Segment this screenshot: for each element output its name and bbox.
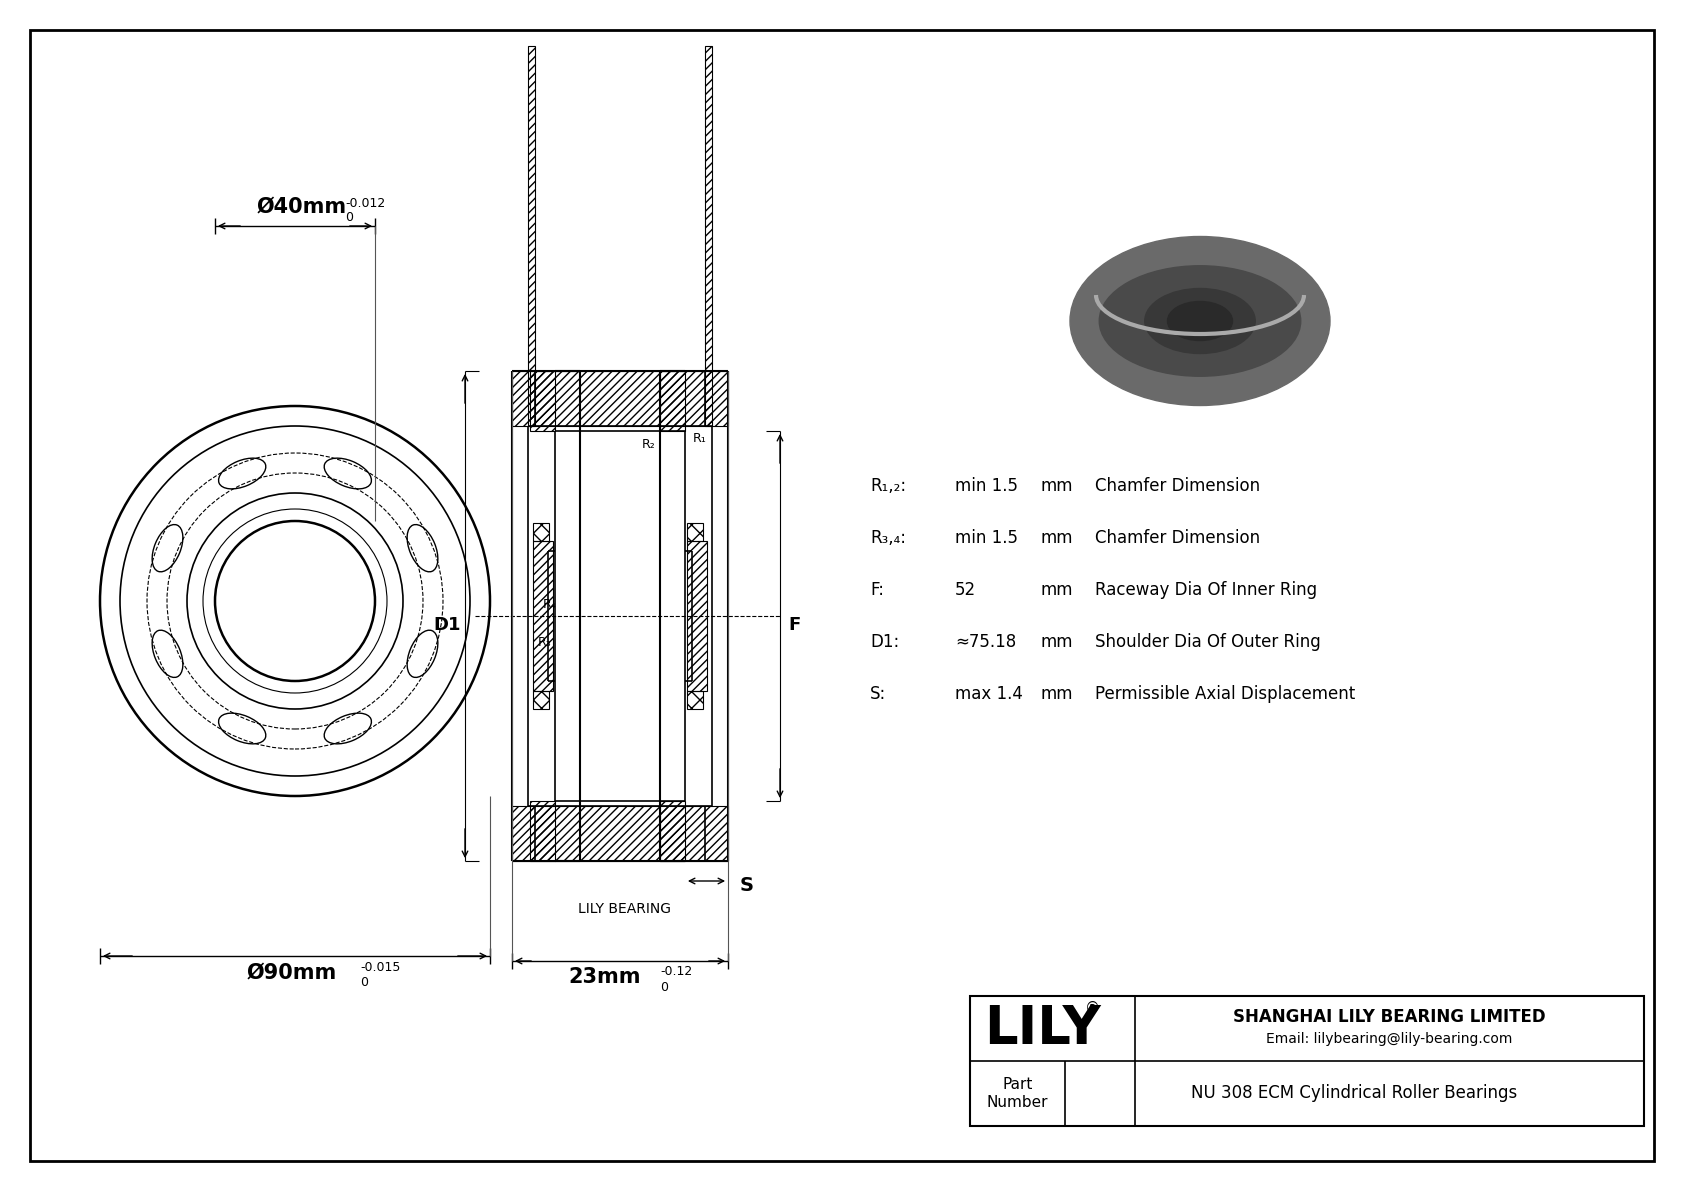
Text: S: S bbox=[739, 877, 754, 894]
Text: mm: mm bbox=[1041, 478, 1073, 495]
Text: SHANGHAI LILY BEARING LIMITED: SHANGHAI LILY BEARING LIMITED bbox=[1233, 1008, 1546, 1025]
Bar bbox=[687, 541, 707, 691]
Text: D1:: D1: bbox=[871, 632, 899, 651]
Text: R₁: R₁ bbox=[694, 432, 707, 445]
Text: ≈75.18: ≈75.18 bbox=[955, 632, 1015, 651]
Bar bbox=[706, 46, 712, 426]
Text: R₃,₄:: R₃,₄: bbox=[871, 529, 906, 547]
Text: 23mm: 23mm bbox=[568, 967, 640, 987]
Text: R₂: R₂ bbox=[642, 438, 655, 451]
Text: 0: 0 bbox=[360, 975, 369, 989]
Bar bbox=[970, 996, 1644, 1125]
Text: Email: lilybearing@lily-bearing.com: Email: lilybearing@lily-bearing.com bbox=[1266, 1031, 1512, 1046]
Ellipse shape bbox=[1100, 266, 1300, 376]
Text: Raceway Dia Of Inner Ring: Raceway Dia Of Inner Ring bbox=[1095, 581, 1317, 599]
Bar bbox=[529, 46, 536, 426]
Text: mm: mm bbox=[1041, 632, 1073, 651]
Bar bbox=[512, 806, 727, 861]
Text: Permissible Axial Displacement: Permissible Axial Displacement bbox=[1095, 685, 1356, 703]
Text: D1: D1 bbox=[433, 616, 460, 634]
Ellipse shape bbox=[1167, 301, 1233, 341]
Bar bbox=[660, 372, 685, 431]
Text: Chamfer Dimension: Chamfer Dimension bbox=[1095, 478, 1260, 495]
Text: mm: mm bbox=[1041, 581, 1073, 599]
Bar bbox=[534, 691, 549, 709]
Text: -0.015: -0.015 bbox=[360, 961, 401, 974]
Text: LILY BEARING: LILY BEARING bbox=[578, 902, 670, 916]
Text: Chamfer Dimension: Chamfer Dimension bbox=[1095, 529, 1260, 547]
Text: mm: mm bbox=[1041, 529, 1073, 547]
Text: F:: F: bbox=[871, 581, 884, 599]
Text: S:: S: bbox=[871, 685, 886, 703]
Text: Ø90mm: Ø90mm bbox=[248, 964, 337, 983]
Text: R₁,₂:: R₁,₂: bbox=[871, 478, 906, 495]
Bar bbox=[530, 802, 556, 861]
Bar bbox=[687, 691, 702, 709]
Text: F: F bbox=[788, 616, 800, 634]
Bar bbox=[512, 372, 727, 426]
Text: max 1.4: max 1.4 bbox=[955, 685, 1022, 703]
Bar bbox=[687, 523, 702, 541]
Text: 0: 0 bbox=[345, 211, 354, 224]
Text: min 1.5: min 1.5 bbox=[955, 529, 1019, 547]
Ellipse shape bbox=[1069, 237, 1330, 405]
Text: 52: 52 bbox=[955, 581, 977, 599]
Text: Shoulder Dia Of Outer Ring: Shoulder Dia Of Outer Ring bbox=[1095, 632, 1320, 651]
Text: R₄: R₄ bbox=[542, 598, 557, 611]
Text: Part
Number: Part Number bbox=[987, 1078, 1047, 1110]
Text: LILY: LILY bbox=[983, 1003, 1101, 1054]
Text: R₃: R₃ bbox=[537, 636, 552, 649]
Text: -0.012: -0.012 bbox=[345, 197, 386, 210]
Bar bbox=[660, 802, 685, 861]
Text: ®: ® bbox=[1084, 1000, 1100, 1016]
Text: -0.12: -0.12 bbox=[660, 965, 692, 978]
Ellipse shape bbox=[1145, 288, 1255, 354]
Bar bbox=[534, 541, 552, 691]
Text: NU 308 ECM Cylindrical Roller Bearings: NU 308 ECM Cylindrical Roller Bearings bbox=[1191, 1085, 1517, 1103]
Text: mm: mm bbox=[1041, 685, 1073, 703]
Bar bbox=[534, 523, 549, 541]
Bar bbox=[530, 372, 556, 431]
Text: min 1.5: min 1.5 bbox=[955, 478, 1019, 495]
Text: 0: 0 bbox=[660, 981, 669, 994]
Text: Ø40mm: Ø40mm bbox=[258, 197, 347, 217]
